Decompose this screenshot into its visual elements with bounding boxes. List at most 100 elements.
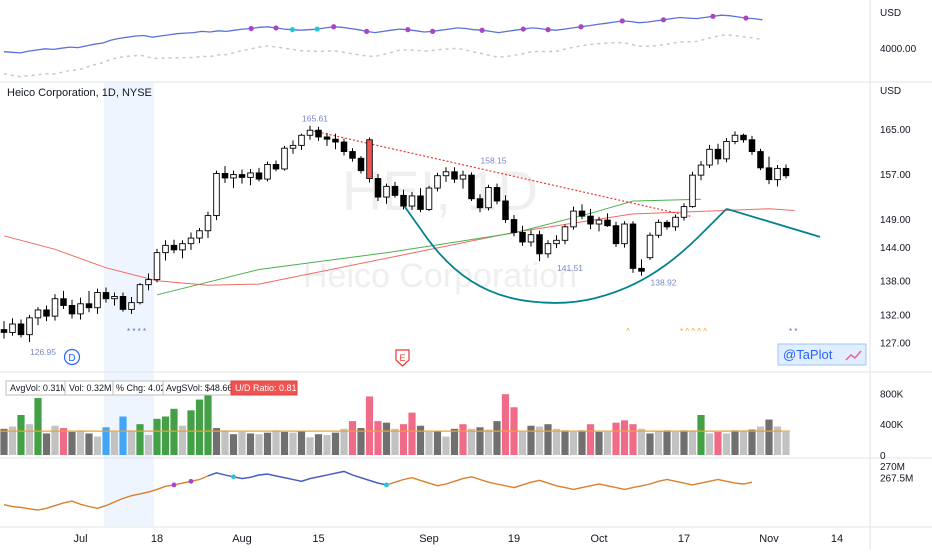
candle-body	[332, 138, 339, 143]
volume-bar	[0, 428, 8, 455]
sma200-line	[3, 208, 795, 286]
volume-bar	[314, 434, 323, 455]
candle-body	[102, 292, 110, 300]
relative-strength-line	[242, 14, 763, 34]
candle-body	[60, 298, 67, 306]
volume-bar	[221, 430, 229, 455]
rs-new-high-dot	[545, 27, 551, 33]
candle-body	[374, 178, 382, 198]
candle-body	[128, 302, 135, 310]
earnings-marker-label: E	[399, 353, 405, 363]
volume-bar	[127, 430, 136, 455]
volume-bar	[17, 414, 25, 455]
candle-body	[111, 296, 118, 300]
candle-body	[731, 134, 739, 142]
volume-bar	[119, 416, 127, 455]
earnings-marker[interactable]: E	[395, 349, 410, 367]
x-tick-label: 15	[312, 533, 324, 545]
rs-new-high-dot	[273, 25, 279, 31]
price-annotation: 141.51	[557, 263, 583, 273]
trend-icon	[845, 350, 862, 361]
candle-body	[145, 279, 152, 286]
price-tick-label: 144.00	[880, 243, 911, 254]
candle-body	[536, 234, 543, 255]
candle-body	[697, 164, 705, 176]
candle-body	[94, 292, 101, 309]
dividend-marker[interactable]: D	[63, 348, 81, 366]
candle-body	[306, 129, 314, 136]
candle-body	[162, 244, 169, 254]
dividend-marker-label: D	[68, 353, 75, 364]
volume-bar	[255, 434, 263, 455]
candle-body	[459, 174, 467, 180]
price-tick-label: 132.00	[880, 310, 911, 321]
volume-bar	[68, 431, 76, 455]
volume-bar	[671, 431, 680, 455]
x-tick-label: Jul	[73, 533, 87, 545]
ad-signal-dot	[384, 482, 389, 488]
candle-body	[298, 134, 305, 146]
volume-bar	[187, 410, 195, 455]
candle-body	[587, 215, 594, 225]
candle-body	[255, 172, 263, 180]
volume-stats-row: AvgVol: 0.31M Vol: 0.32M % Chg: 4.02% Av…	[5, 380, 298, 396]
volume-bar	[34, 398, 42, 455]
volume-bar	[161, 416, 170, 455]
candle-body	[493, 187, 501, 202]
candle-body	[570, 210, 577, 228]
volume-bar	[204, 385, 212, 455]
candle-body	[187, 237, 195, 245]
price-tick-label: 138.00	[880, 277, 911, 288]
volume-bar	[442, 436, 450, 455]
candle-body	[689, 174, 696, 208]
volume-bar	[246, 433, 255, 455]
stat-avg-vol: AvgVol: 0.31M	[10, 383, 68, 393]
volume-bar	[663, 430, 671, 455]
price-annotation: 158.15	[481, 155, 507, 165]
candle-body	[264, 164, 271, 180]
volume-bar	[544, 424, 552, 455]
taplot-badge[interactable]: @TaPlot	[777, 343, 867, 366]
volume-bar	[357, 428, 365, 455]
volume-bar	[76, 430, 85, 455]
candle-body	[425, 187, 433, 210]
candle-body	[357, 157, 365, 172]
price-annotation: 138.92	[651, 278, 677, 288]
rs-new-high-dot	[364, 28, 370, 34]
rs-signal-dot	[289, 27, 296, 33]
cup-pattern-curve	[402, 204, 728, 304]
volume-bar	[365, 396, 374, 455]
candle-body	[561, 226, 569, 241]
signal-markers: * * * * ^ * ^ ^ ^ ^ * *	[127, 327, 797, 336]
ad-signal-dot	[188, 478, 194, 484]
stat-ud-ratio: U/D Ratio: 0.81	[235, 383, 297, 393]
candle-body	[85, 303, 93, 309]
rs-new-high-dot	[520, 26, 526, 32]
candle-body	[612, 225, 620, 245]
volume-bar	[535, 426, 544, 455]
candle-body	[451, 171, 458, 180]
volume-bar	[459, 424, 467, 455]
volume-bar	[646, 433, 654, 455]
main-currency-label: USD	[880, 86, 901, 97]
x-tick-label: Sep	[419, 533, 439, 545]
candle-body	[595, 219, 603, 225]
candle-body	[680, 206, 688, 218]
candle-body	[553, 239, 560, 245]
volume-bar	[110, 431, 119, 455]
volume-bar	[484, 429, 493, 455]
volume-bar	[714, 431, 722, 455]
volume-bar	[195, 399, 204, 455]
candle-body	[77, 303, 84, 315]
volume-bar	[136, 424, 144, 455]
volume-bar	[782, 431, 790, 455]
volume-bar	[467, 428, 476, 455]
x-tick-label: 17	[678, 533, 690, 545]
candle-body	[417, 195, 424, 210]
ad-signal-dot	[171, 482, 177, 488]
candle-body	[170, 244, 178, 251]
volume-bar	[748, 429, 756, 455]
ad-signal-dot	[231, 474, 236, 480]
volume-bar	[153, 418, 161, 455]
